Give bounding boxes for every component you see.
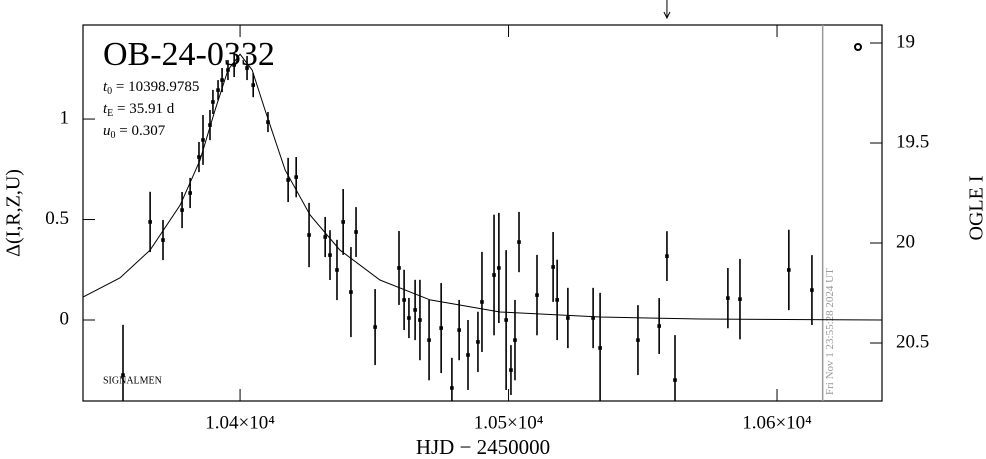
data-point — [245, 66, 249, 70]
data-point — [373, 325, 377, 329]
data-point — [517, 240, 521, 244]
x-tick-label: 1.06×10⁴ — [742, 412, 812, 433]
data-point — [450, 386, 454, 390]
y-axis-label: Δ(I,R,Z,U) — [3, 169, 25, 257]
data-point — [323, 235, 327, 239]
x-axis-label: HJD − 2450000 — [416, 435, 550, 459]
data-point — [402, 298, 406, 302]
data-point — [566, 316, 570, 320]
baseline-marker — [854, 43, 862, 51]
data-point — [673, 378, 677, 382]
parameter-symbol: u — [103, 123, 111, 139]
data-point — [535, 293, 539, 297]
data-point — [148, 220, 152, 224]
data-point — [509, 368, 513, 372]
parameter-subscript: 0 — [111, 130, 116, 141]
y2-axis-label: OGLE I — [966, 176, 986, 241]
parameter-label: tE = 35.91 d — [103, 101, 175, 119]
data-point — [466, 353, 470, 357]
data-point — [232, 63, 236, 67]
parameter-value: = 10398.9785 — [112, 79, 199, 95]
chart-title: OB-24-0332 — [103, 36, 275, 73]
x-tick-label: 1.04×10⁴ — [205, 412, 275, 433]
data-point — [480, 300, 484, 304]
data-point — [738, 297, 742, 301]
y-tick-label: 0 — [60, 308, 70, 329]
data-point — [286, 178, 290, 182]
data-point — [197, 155, 201, 159]
data-point — [161, 238, 165, 242]
data-point — [476, 340, 480, 344]
plot-frame — [82, 24, 883, 402]
data-point — [555, 298, 559, 302]
data-point — [121, 373, 125, 377]
timestamp: Fri Nov 1 23:55:28 2024 UT — [824, 268, 836, 395]
data-point — [497, 266, 501, 270]
data-point — [349, 290, 353, 294]
x-tick-label: 1.05×10⁴ — [474, 412, 544, 433]
data-point — [180, 208, 184, 212]
data-point — [636, 338, 640, 342]
data-point — [598, 346, 602, 350]
data-point — [787, 268, 791, 272]
parameter-symbol: t — [103, 79, 108, 95]
data-point — [504, 318, 508, 322]
data-point — [665, 254, 669, 258]
data-point — [335, 268, 339, 272]
data-point — [439, 326, 443, 330]
data-point — [294, 175, 298, 179]
model-curve — [83, 53, 882, 321]
data-point — [188, 191, 192, 195]
data-point — [354, 230, 358, 234]
parameter-value: = 35.91 d — [113, 101, 174, 117]
data-point — [492, 273, 496, 277]
data-point — [226, 68, 230, 72]
data-point — [551, 265, 555, 269]
plot-area — [83, 52, 882, 401]
parameter-symbol: t — [103, 101, 108, 117]
footnote: SIGNALMEN — [103, 375, 162, 386]
data-point — [810, 288, 814, 292]
data-point — [201, 138, 205, 142]
data-point — [418, 318, 422, 322]
data-point — [726, 296, 730, 300]
parameter-value: = 0.307 — [116, 123, 166, 139]
parameter-subscript: E — [107, 108, 113, 119]
parameter-subscript: 0 — [107, 86, 112, 97]
event-arrow — [663, 0, 671, 20]
parameter-label: u0 = 0.307 — [103, 123, 166, 141]
data-point — [251, 83, 256, 87]
y-tick-label: 0.5 — [45, 208, 69, 229]
data-point — [591, 316, 595, 320]
y2-tick-label: 20 — [896, 231, 915, 252]
parameter-label: t0 = 10398.9785 — [103, 79, 199, 97]
data-point — [328, 253, 332, 257]
data-point — [211, 100, 215, 104]
y-tick-label: 1 — [60, 107, 70, 128]
data-point — [397, 266, 401, 270]
data-point — [407, 316, 411, 320]
data-point — [413, 308, 417, 312]
y2-tick-label: 19 — [896, 31, 915, 52]
data-point — [513, 338, 517, 342]
y2-tick-label: 20.5 — [896, 331, 929, 352]
data-point — [307, 233, 311, 237]
y2-tick-label: 19.5 — [896, 131, 929, 152]
data-point — [341, 220, 345, 224]
data-point — [216, 88, 220, 92]
data-point — [220, 78, 224, 82]
data-point — [208, 123, 212, 127]
data-point — [266, 120, 270, 124]
data-point — [657, 324, 661, 328]
data-point — [427, 338, 431, 342]
data-point — [457, 328, 461, 332]
